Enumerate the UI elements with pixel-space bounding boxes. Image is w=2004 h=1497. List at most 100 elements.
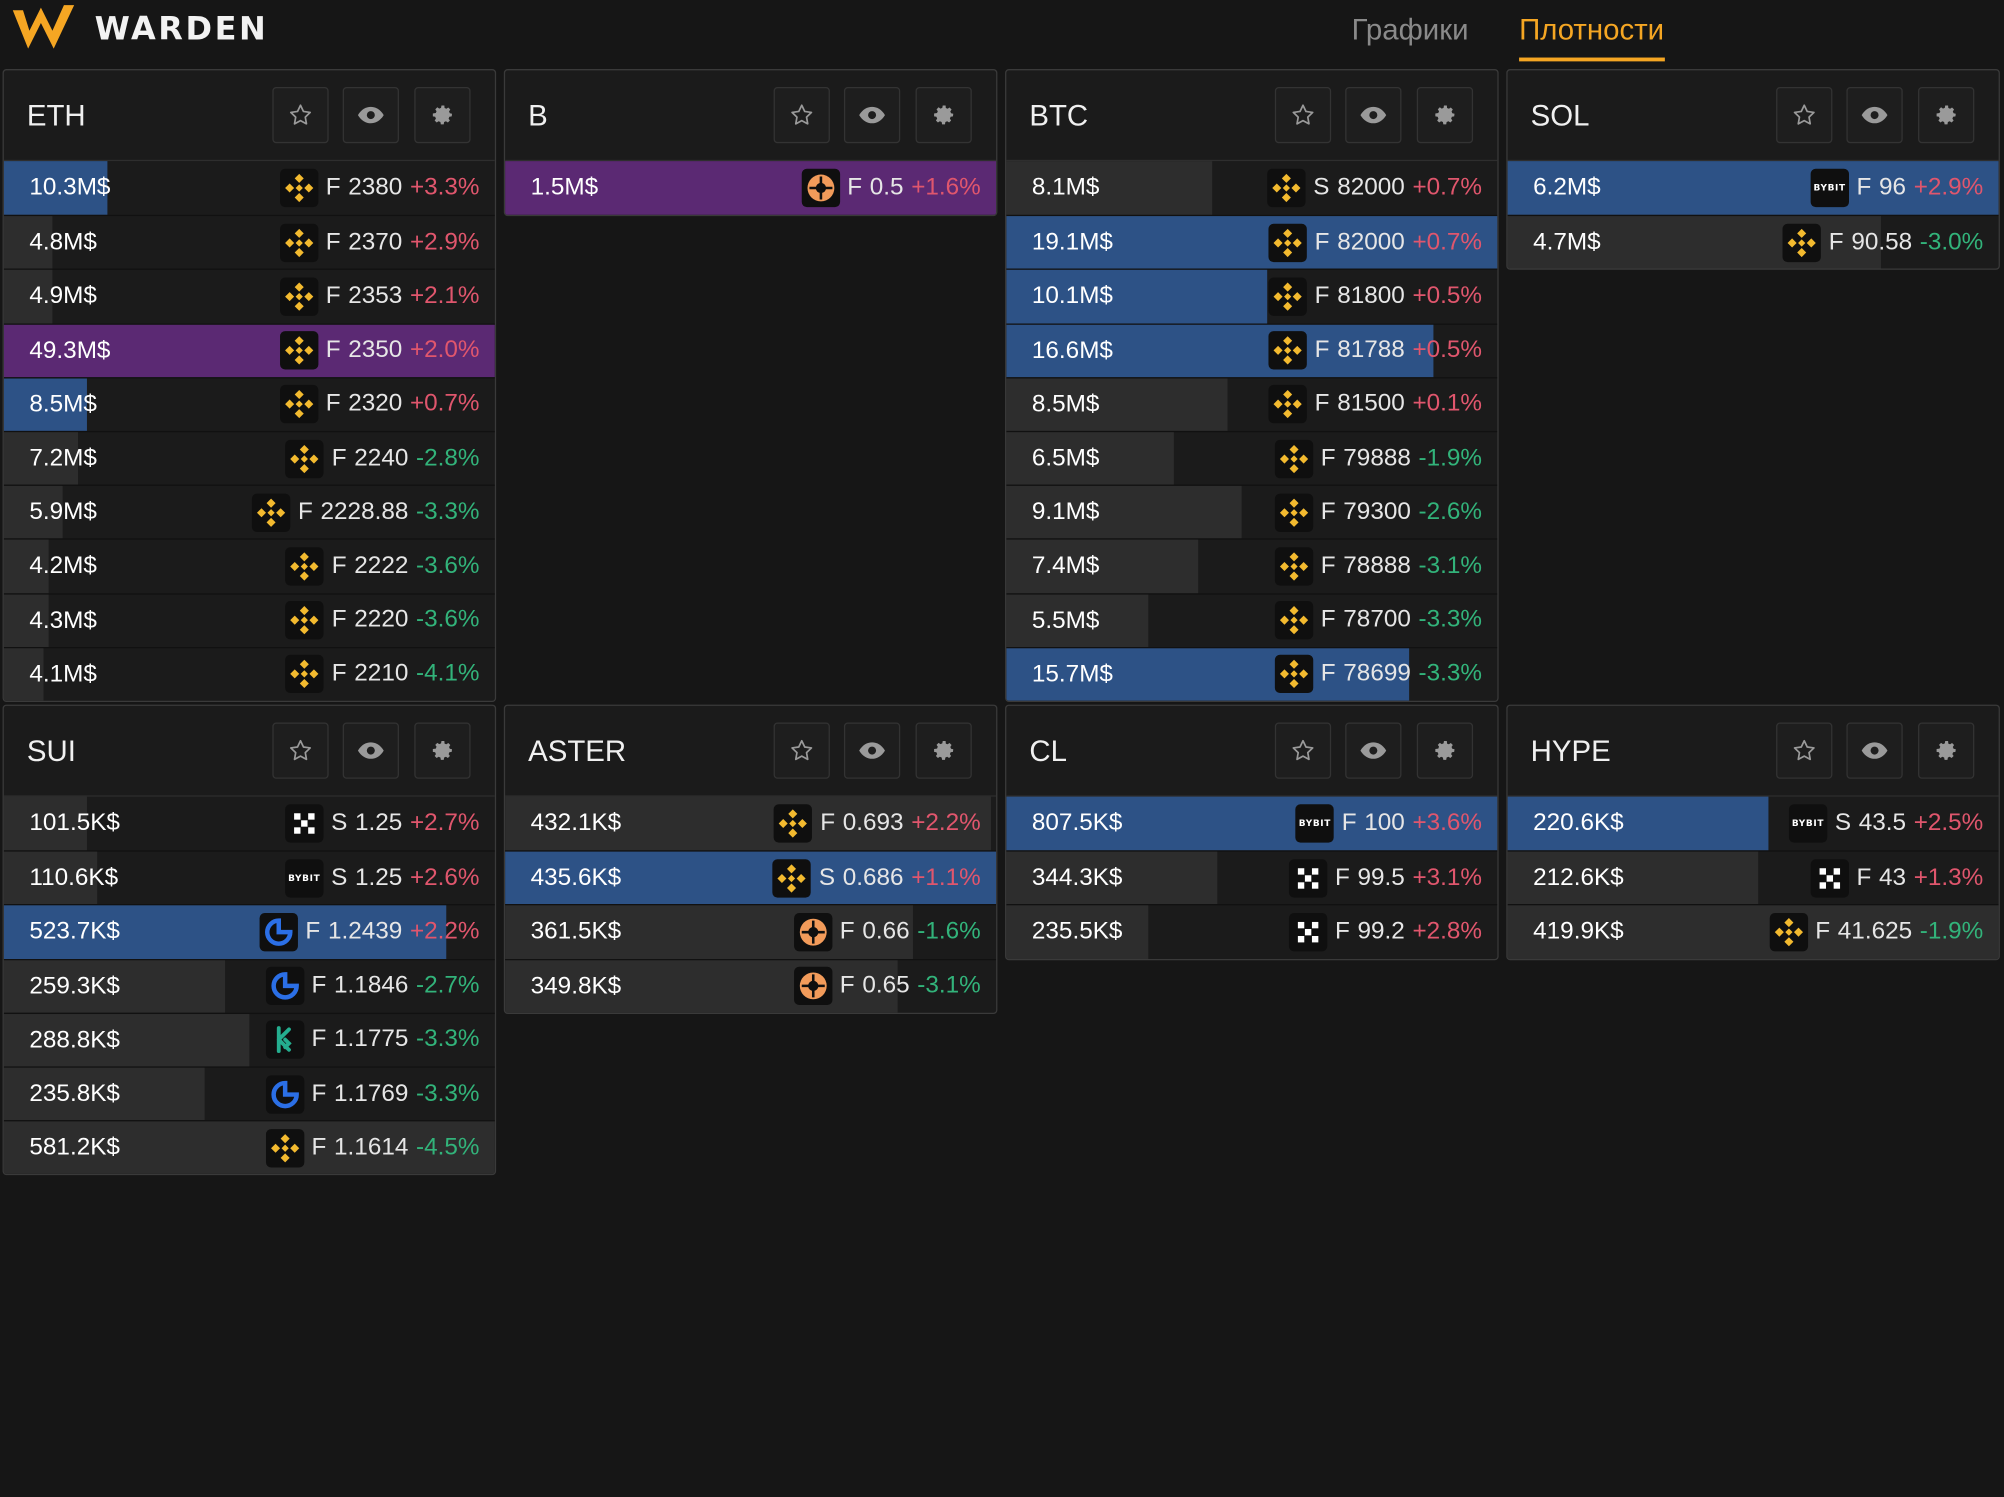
- density-row[interactable]: 419.9K$ F 41.625 -1.9%: [1507, 904, 1999, 959]
- density-row[interactable]: 259.3K$ F 1.1846 -2.7%: [3, 958, 495, 1013]
- density-row[interactable]: 523.7K$ F 1.2439 +2.2%: [3, 904, 495, 959]
- density-row[interactable]: 6.2M$ BYBIT F 96 +2.9%: [1507, 161, 1999, 216]
- density-row[interactable]: 4.7M$ F 90.58 -3.0%: [1507, 215, 1999, 270]
- ticker-label[interactable]: CL: [1029, 733, 1067, 768]
- ticker-label[interactable]: ASTER: [528, 733, 627, 768]
- settings-button[interactable]: [1416, 722, 1474, 779]
- favorite-button[interactable]: [272, 86, 329, 144]
- density-row[interactable]: 288.8K$ F 1.1775 -3.3%: [3, 1012, 495, 1067]
- visibility-button[interactable]: [342, 722, 399, 779]
- binance-exchange-icon: [1274, 493, 1314, 532]
- order-price: 81788: [1337, 336, 1405, 364]
- visibility-button[interactable]: [1345, 722, 1402, 779]
- density-panel: B 1.5M$ F 0.5 +1.6%: [503, 69, 998, 217]
- density-row[interactable]: 220.6K$ BYBIT S 43.5 +2.5%: [1507, 796, 1999, 851]
- ticker-label[interactable]: HYPE: [1530, 733, 1611, 768]
- density-row[interactable]: 349.8K$ F 0.65 -3.1%: [505, 958, 997, 1013]
- density-row[interactable]: 1.5M$ F 0.5 +1.6%: [505, 161, 997, 216]
- density-row[interactable]: 6.5M$ F 79888 -1.9%: [1006, 430, 1498, 485]
- order-price: 2240: [354, 444, 409, 472]
- nav-tab-charts[interactable]: Графики: [1351, 12, 1469, 47]
- density-row[interactable]: 5.5M$ F 78700 -3.3%: [1006, 592, 1498, 647]
- settings-button[interactable]: [1918, 86, 1975, 144]
- favorite-button[interactable]: [773, 86, 830, 144]
- density-row[interactable]: 10.3M$ F 2380 +3.3%: [3, 161, 495, 216]
- density-row[interactable]: 15.7M$ F 78699 -3.3%: [1006, 646, 1498, 701]
- market-type: F: [325, 390, 341, 418]
- price-distance: +0.5%: [1412, 282, 1483, 310]
- density-row[interactable]: 4.1M$ F 2210 -4.1%: [3, 646, 495, 701]
- price-distance: -3.0%: [1919, 228, 1984, 256]
- ticker-label[interactable]: B: [528, 98, 548, 132]
- density-row[interactable]: 361.5K$ F 0.66 -1.6%: [505, 904, 997, 959]
- logo[interactable]: WARDEN: [10, 3, 268, 54]
- ticker-label[interactable]: SOL: [1530, 98, 1590, 132]
- settings-button[interactable]: [414, 722, 471, 779]
- favorite-button[interactable]: [1274, 86, 1332, 144]
- order-details: S 0.686 +1.1%: [772, 852, 981, 905]
- density-row[interactable]: 7.2M$ F 2240 -2.8%: [3, 430, 495, 485]
- settings-button[interactable]: [915, 722, 972, 779]
- favorite-button[interactable]: [1274, 722, 1332, 779]
- visibility-button[interactable]: [1846, 722, 1903, 779]
- settings-button[interactable]: [1918, 722, 1975, 779]
- favorite-button[interactable]: [1776, 722, 1833, 779]
- density-row[interactable]: 344.3K$ F 99.5 +3.1%: [1006, 850, 1498, 905]
- order-amount: 15.7M$: [1031, 660, 1113, 688]
- density-row[interactable]: 432.1K$ F 0.693 +2.2%: [505, 796, 996, 851]
- visibility-button[interactable]: [342, 86, 399, 144]
- density-row[interactable]: 235.5K$ F 99.2 +2.8%: [1006, 904, 1498, 959]
- density-row[interactable]: 4.3M$ F 2220 -3.6%: [3, 592, 495, 647]
- favorite-button[interactable]: [773, 722, 830, 779]
- volume-bar: [3, 905, 446, 959]
- price-distance: -1.6%: [917, 918, 981, 945]
- volume-bar: [1006, 796, 1498, 851]
- density-row[interactable]: 581.2K$ F 1.1614 -4.5%: [3, 1120, 495, 1175]
- visibility-button[interactable]: [1846, 86, 1903, 144]
- density-row[interactable]: 110.6K$ BYBIT S 1.25 +2.6%: [3, 850, 495, 905]
- gear-icon: [430, 738, 456, 764]
- settings-button[interactable]: [414, 86, 471, 144]
- order-amount: 19.1M$: [1031, 229, 1113, 256]
- density-row[interactable]: 8.1M$ S 82000 +0.7%: [1006, 161, 1497, 216]
- gear-icon: [1933, 102, 1959, 128]
- ticker-label[interactable]: BTC: [1029, 98, 1089, 132]
- density-row[interactable]: 5.9M$ F 2228.88 -3.3%: [3, 484, 495, 539]
- density-row[interactable]: 807.5K$ BYBIT F 100 +3.6%: [1006, 796, 1498, 851]
- density-row[interactable]: 19.1M$ F 82000 +0.7%: [1006, 215, 1498, 270]
- density-row[interactable]: 7.4M$ F 78888 -3.1%: [1006, 538, 1498, 593]
- visibility-button[interactable]: [1345, 86, 1402, 144]
- density-row[interactable]: 8.5M$ F 2320 +0.7%: [3, 376, 495, 431]
- price-distance: +3.1%: [1412, 864, 1483, 891]
- order-details: F 81800 +0.5%: [1268, 270, 1483, 323]
- order-details: F 2220 -3.6%: [285, 594, 480, 647]
- order-amount: 10.3M$: [29, 173, 111, 201]
- nav-tab-densities[interactable]: Плотности: [1519, 12, 1665, 47]
- price-distance: -3.3%: [416, 1079, 480, 1107]
- density-row[interactable]: 4.2M$ F 2222 -3.6%: [3, 538, 495, 593]
- price-distance: -3.3%: [416, 1025, 480, 1053]
- eye-icon: [1861, 740, 1889, 760]
- density-row[interactable]: 10.1M$ F 81800 +0.5%: [1006, 269, 1498, 323]
- visibility-button[interactable]: [843, 86, 901, 144]
- density-row[interactable]: 235.8K$ F 1.1769 -3.3%: [3, 1066, 495, 1121]
- visibility-button[interactable]: [843, 722, 901, 779]
- order-details: F 90.58 -3.0%: [1782, 216, 1984, 269]
- favorite-button[interactable]: [1776, 86, 1833, 144]
- density-row[interactable]: 435.6K$ S 0.686 +1.1%: [505, 850, 997, 905]
- ticker-label[interactable]: SUI: [26, 733, 76, 768]
- density-row[interactable]: 4.9M$ F 2353 +2.1%: [3, 269, 495, 323]
- density-row[interactable]: 4.8M$ F 2370 +2.9%: [3, 215, 495, 270]
- order-price: 78888: [1343, 552, 1411, 580]
- settings-button[interactable]: [915, 86, 972, 144]
- density-row[interactable]: 16.6M$ F 81788 +0.5%: [1006, 322, 1498, 377]
- favorite-button[interactable]: [272, 722, 329, 779]
- density-row[interactable]: 8.5M$ F 81500 +0.1%: [1006, 376, 1498, 431]
- settings-button[interactable]: [1416, 86, 1474, 144]
- density-row[interactable]: 9.1M$ F 79300 -2.6%: [1006, 484, 1498, 539]
- density-row[interactable]: 212.6K$ F 43 +1.3%: [1507, 850, 1999, 905]
- price-distance: -3.1%: [917, 972, 981, 999]
- ticker-label[interactable]: ETH: [26, 98, 86, 132]
- density-row[interactable]: 101.5K$ S 1.25 +2.7%: [3, 796, 495, 851]
- density-row[interactable]: 49.3M$ F 2350 +2.0%: [3, 322, 495, 377]
